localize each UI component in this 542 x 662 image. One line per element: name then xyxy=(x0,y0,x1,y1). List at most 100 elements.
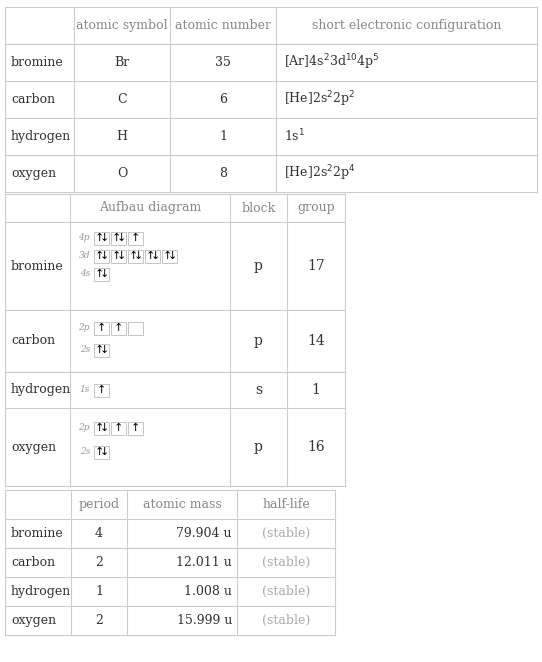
Text: 3d: 3d xyxy=(79,252,90,261)
Text: C: C xyxy=(117,93,127,106)
Text: ↓: ↓ xyxy=(99,345,109,355)
Text: (stable): (stable) xyxy=(262,556,310,569)
Text: 12.011 u: 12.011 u xyxy=(176,556,232,569)
Bar xyxy=(111,322,126,334)
Text: 6: 6 xyxy=(219,93,227,106)
Bar xyxy=(94,446,109,459)
Text: 2p: 2p xyxy=(79,324,90,332)
Text: 4s: 4s xyxy=(80,269,90,279)
Bar xyxy=(94,232,109,244)
Text: ↑: ↑ xyxy=(97,385,106,395)
Bar xyxy=(162,250,177,263)
Text: carbon: carbon xyxy=(11,556,55,569)
Text: 1.008 u: 1.008 u xyxy=(184,585,232,598)
Text: ↓: ↓ xyxy=(150,251,160,261)
Text: ↑: ↑ xyxy=(131,233,140,243)
Text: atomic symbol: atomic symbol xyxy=(76,19,168,32)
Text: [Ar]4s$^2$3d$^{10}$4p$^5$: [Ar]4s$^2$3d$^{10}$4p$^5$ xyxy=(284,53,379,72)
Text: ↓: ↓ xyxy=(99,269,109,279)
Text: 79.904 u: 79.904 u xyxy=(177,527,232,540)
Text: 8: 8 xyxy=(219,167,227,180)
Text: oxygen: oxygen xyxy=(11,440,56,453)
Text: hydrogen: hydrogen xyxy=(11,383,71,397)
Text: 15.999 u: 15.999 u xyxy=(177,614,232,627)
Text: ↓: ↓ xyxy=(99,233,109,243)
Text: group: group xyxy=(297,201,335,214)
Text: atomic mass: atomic mass xyxy=(143,498,221,511)
Text: ↑: ↑ xyxy=(128,251,138,261)
Text: 1: 1 xyxy=(219,130,227,143)
Text: atomic number: atomic number xyxy=(175,19,271,32)
Text: short electronic configuration: short electronic configuration xyxy=(312,19,501,32)
Text: bromine: bromine xyxy=(11,527,64,540)
Text: ↓: ↓ xyxy=(99,447,109,457)
Text: bromine: bromine xyxy=(11,260,64,273)
Text: 17: 17 xyxy=(307,259,325,273)
Text: ↑: ↑ xyxy=(94,269,104,279)
Text: 2: 2 xyxy=(95,556,103,569)
Bar xyxy=(94,344,109,357)
Text: hydrogen: hydrogen xyxy=(11,130,71,143)
Text: ↑: ↑ xyxy=(114,423,123,433)
Text: block: block xyxy=(241,201,276,214)
Text: ↓: ↓ xyxy=(99,423,109,433)
Text: ↑: ↑ xyxy=(94,345,104,355)
Text: (stable): (stable) xyxy=(262,585,310,598)
Text: 1s$^1$: 1s$^1$ xyxy=(284,128,305,145)
Text: H: H xyxy=(117,130,127,143)
Text: ↑: ↑ xyxy=(162,251,172,261)
Text: ↑: ↑ xyxy=(145,251,154,261)
Text: 1: 1 xyxy=(95,585,103,598)
Text: [He]2s$^2$2p$^2$: [He]2s$^2$2p$^2$ xyxy=(284,89,355,109)
Bar xyxy=(145,250,160,263)
Text: ↓: ↓ xyxy=(117,251,126,261)
Bar xyxy=(94,422,109,434)
Text: Aufbau diagram: Aufbau diagram xyxy=(99,201,201,214)
Text: ↑: ↑ xyxy=(94,233,104,243)
Text: ↓: ↓ xyxy=(99,251,109,261)
Text: ↑: ↑ xyxy=(97,323,106,333)
Text: 14: 14 xyxy=(307,334,325,348)
Text: p: p xyxy=(254,334,263,348)
Text: Br: Br xyxy=(114,56,130,69)
Text: ↑: ↑ xyxy=(94,251,104,261)
Bar xyxy=(94,250,109,263)
Text: 4: 4 xyxy=(95,527,103,540)
Text: p: p xyxy=(254,440,263,454)
Text: O: O xyxy=(117,167,127,180)
Bar xyxy=(94,322,109,334)
Text: [He]2s$^2$2p$^4$: [He]2s$^2$2p$^4$ xyxy=(284,164,356,183)
Text: ↓: ↓ xyxy=(133,251,143,261)
Text: (stable): (stable) xyxy=(262,614,310,627)
Text: 2: 2 xyxy=(95,614,103,627)
Text: hydrogen: hydrogen xyxy=(11,585,71,598)
Bar xyxy=(128,422,143,434)
Text: 2s: 2s xyxy=(80,448,90,457)
Text: 2p: 2p xyxy=(79,424,90,432)
Text: ↑: ↑ xyxy=(111,251,121,261)
Bar xyxy=(128,322,143,334)
Text: oxygen: oxygen xyxy=(11,614,56,627)
Text: p: p xyxy=(254,259,263,273)
Text: ↓: ↓ xyxy=(117,233,126,243)
Text: 4p: 4p xyxy=(79,234,90,242)
Bar xyxy=(111,232,126,244)
Text: half-life: half-life xyxy=(262,498,310,511)
Text: 35: 35 xyxy=(215,56,231,69)
Text: ↑: ↑ xyxy=(114,323,123,333)
Text: 1: 1 xyxy=(312,383,320,397)
Bar xyxy=(111,422,126,434)
Bar xyxy=(128,232,143,244)
Text: period: period xyxy=(79,498,120,511)
Text: 2s: 2s xyxy=(80,346,90,354)
Text: (stable): (stable) xyxy=(262,527,310,540)
Text: s: s xyxy=(255,383,262,397)
Text: carbon: carbon xyxy=(11,93,55,106)
Text: carbon: carbon xyxy=(11,334,55,348)
Bar xyxy=(111,250,126,263)
Text: oxygen: oxygen xyxy=(11,167,56,180)
Bar xyxy=(128,250,143,263)
Text: bromine: bromine xyxy=(11,56,64,69)
Text: ↑: ↑ xyxy=(131,423,140,433)
Text: 1s: 1s xyxy=(80,385,90,395)
